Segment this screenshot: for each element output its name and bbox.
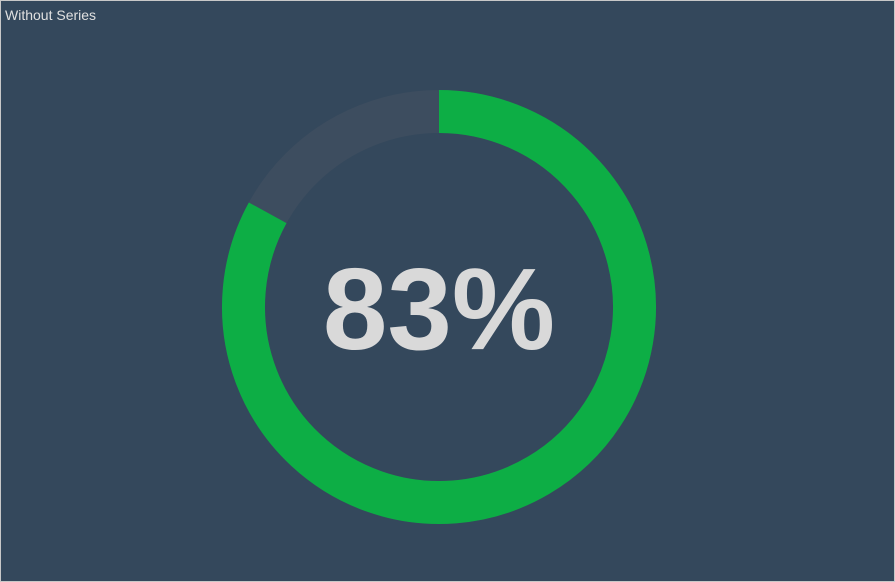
chart-title: Without Series — [5, 7, 97, 23]
gauge-value-arc — [222, 90, 656, 524]
gauge-value-label: 83% — [323, 244, 555, 374]
